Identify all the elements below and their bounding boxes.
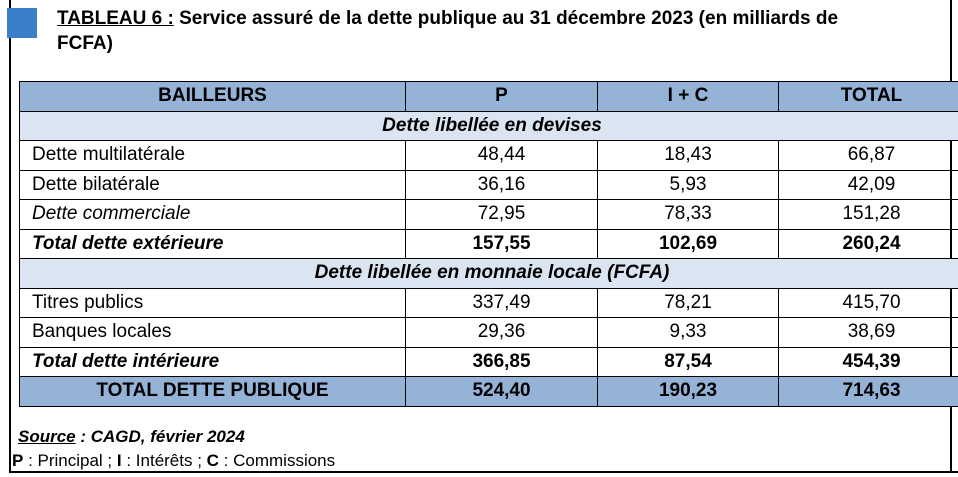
cell: 9,33 <box>597 317 779 348</box>
cell: 524,40 <box>405 376 598 407</box>
cell: 78,33 <box>597 199 779 230</box>
header-row: BAILLEURS P I + C TOTAL <box>19 81 958 112</box>
cell: 78,21 <box>597 287 779 318</box>
cell: Dette commerciale <box>19 199 406 230</box>
subtotal-row: Total dette intérieure 366,85 87,54 454,39 <box>19 346 958 377</box>
cell: 48,44 <box>405 140 598 171</box>
cell: 5,93 <box>597 169 779 200</box>
legend-text: : Principal ; <box>23 451 117 470</box>
cell: 66,87 <box>778 140 958 171</box>
cell: TOTAL DETTE PUBLIQUE <box>19 376 406 407</box>
title-text: FCFA) <box>57 33 113 54</box>
title-marker <box>7 8 37 38</box>
frame <box>9 0 958 473</box>
row: Dette commerciale 72,95 78,33 151,28 <box>19 199 958 230</box>
cell: 714,63 <box>778 376 958 407</box>
source: Source : CAGD, février 2024 <box>18 427 245 447</box>
cell: 38,69 <box>778 317 958 348</box>
cell: 18,43 <box>597 140 779 171</box>
cell: 102,69 <box>597 228 779 259</box>
cell: 87,54 <box>597 346 779 377</box>
cell: Dette bilatérale <box>19 169 406 200</box>
cell: 36,16 <box>405 169 598 200</box>
source-label: Source <box>18 427 76 446</box>
subtotal-row: Total dette extérieure 157,55 102,69 260,24 <box>19 228 958 259</box>
cell: 151,28 <box>778 199 958 230</box>
column-header: TOTAL <box>778 81 958 112</box>
cell: Banques locales <box>19 317 406 348</box>
column-header: BAILLEURS <box>19 81 406 112</box>
legend-key: P <box>12 451 24 470</box>
legend-text: : Commissions <box>218 451 336 470</box>
row: Dette multilatérale 48,44 18,43 66,87 <box>19 140 958 171</box>
table-number: TABLEAU 6 : <box>57 8 174 29</box>
cell: 29,36 <box>405 317 598 348</box>
section-title: Dette libellée en devises <box>19 110 958 141</box>
column-header: I + C <box>597 81 779 112</box>
cell: Total dette extérieure <box>19 228 406 259</box>
cell: 157,55 <box>405 228 598 259</box>
total-row: TOTAL DETTE PUBLIQUE 524,40 190,23 714,63 <box>19 376 958 407</box>
cell: 42,09 <box>778 169 958 200</box>
cell: 72,95 <box>405 199 598 230</box>
source-text: : CAGD, février 2024 <box>75 427 245 446</box>
cell: 337,49 <box>405 287 598 318</box>
debt-table: BAILLEURS P I + C TOTAL Dette libellée e… <box>19 81 958 407</box>
legend-text: : Intérêts ; <box>121 451 207 470</box>
legend-key: I <box>116 451 122 470</box>
row: Banques locales 29,36 9,33 38,69 <box>19 317 958 348</box>
cell: Total dette intérieure <box>19 346 406 377</box>
cell: 366,85 <box>405 346 598 377</box>
section-row: Dette libellée en devises <box>19 110 958 141</box>
cell: 454,39 <box>778 346 958 377</box>
row: Titres publics 337,49 78,21 415,70 <box>19 287 958 318</box>
cell: Titres publics <box>19 287 406 318</box>
section-row: Dette libellée en monnaie locale (FCFA) <box>19 258 958 289</box>
cell: 190,23 <box>597 376 779 407</box>
row: Dette bilatérale 36,16 5,93 42,09 <box>19 169 958 200</box>
cell: Dette multilatérale <box>19 140 406 171</box>
cell: 415,70 <box>778 287 958 318</box>
legend: P : Principal ; I : Intérêts ; C : Commi… <box>12 451 335 471</box>
section-title: Dette libellée en monnaie locale (FCFA) <box>19 258 958 289</box>
title-text: Service assuré de la dette publique au 3… <box>179 8 839 29</box>
cell: 260,24 <box>778 228 958 259</box>
column-header: P <box>405 81 598 112</box>
table-title: TABLEAU 6 : Service assuré de la dette p… <box>57 6 950 56</box>
legend-key: C <box>206 451 219 470</box>
